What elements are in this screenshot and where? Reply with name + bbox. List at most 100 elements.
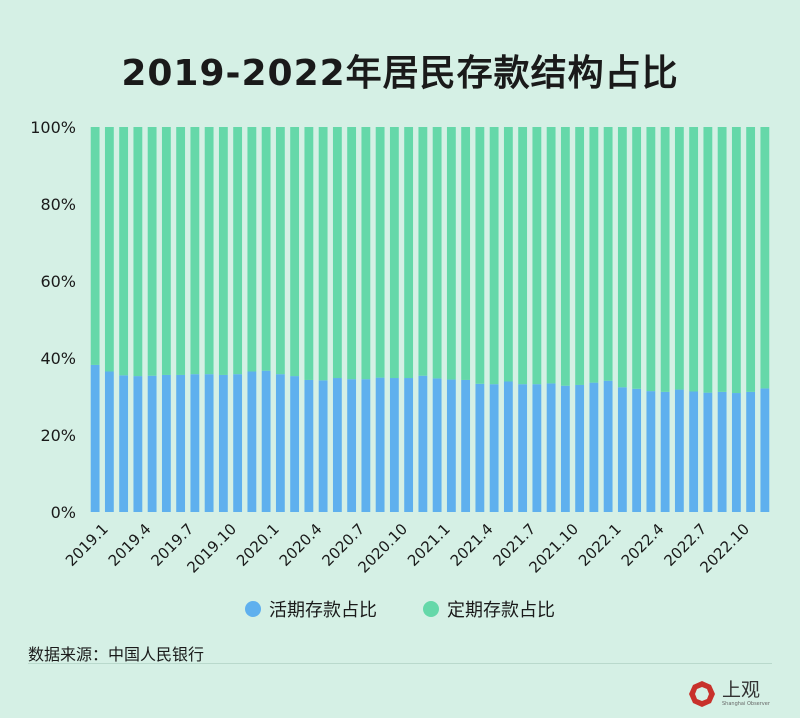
bar-time-2021.3 [461, 127, 471, 380]
bar-demand-2019.8 [190, 374, 200, 512]
bar-demand-2019.6 [161, 374, 171, 512]
bar-demand-2022.12 [760, 388, 770, 512]
bar-time-2020.11 [404, 127, 414, 379]
bar-time-2019.2 [104, 127, 114, 372]
bar-demand-2020.2 [275, 374, 285, 512]
legend-swatch-time [423, 601, 439, 617]
bar-demand-2021.4 [475, 383, 485, 512]
bar-time-2022.12 [760, 127, 770, 389]
bar-demand-2019.1 [90, 364, 100, 512]
bar-time-2020.5 [318, 127, 328, 381]
bar-time-2022.10 [731, 127, 741, 394]
bar-time-2019.1 [90, 127, 100, 365]
bar-time-2021.7 [518, 127, 528, 385]
bar-demand-2020.9 [375, 377, 385, 512]
x-tick-label: 2022.4 [618, 520, 668, 570]
chart-title: 2019-2022年居民存款结构占比 [121, 53, 679, 94]
x-tick-label: 2021.4 [447, 520, 497, 570]
x-tick-label: 2020.4 [276, 520, 326, 570]
bar-demand-2020.5 [318, 380, 328, 512]
x-axis: 2019.12019.42019.72019.102020.12020.4202… [62, 520, 753, 577]
bar-demand-2020.1 [261, 370, 271, 512]
bar-time-2020.10 [389, 127, 399, 379]
bar-demand-2019.10 [218, 374, 228, 512]
x-tick-label: 2022.1 [575, 520, 625, 570]
bar-demand-2020.3 [290, 376, 300, 512]
bar-time-2020.12 [418, 127, 428, 376]
bar-demand-2019.2 [104, 371, 114, 512]
bar-demand-2022.5 [660, 391, 670, 512]
logo-mark-icon [689, 681, 715, 707]
bar-time-2022.2 [617, 127, 627, 388]
bar-demand-2020.11 [404, 378, 414, 512]
bar-time-2019.7 [176, 127, 186, 375]
bar-demand-2020.10 [389, 378, 399, 512]
y-tick-label: 100% [30, 118, 76, 137]
bar-demand-2021.12 [589, 382, 599, 512]
bar-time-2022.5 [660, 127, 670, 392]
bar-time-2021.10 [560, 127, 570, 386]
y-tick-label: 80% [40, 195, 76, 214]
bar-demand-2022.3 [632, 388, 642, 512]
x-tick-label: 2019.4 [105, 520, 155, 570]
bar-time-2021.12 [589, 127, 599, 383]
bar-demand-2022.9 [717, 391, 727, 512]
bar-demand-2022.1 [603, 380, 613, 512]
bar-time-2019.8 [190, 127, 200, 375]
bar-time-2022.8 [703, 127, 713, 393]
bar-time-2022.4 [646, 127, 656, 392]
bar-demand-2019.4 [133, 376, 143, 512]
bar-demand-2020.12 [418, 375, 428, 512]
bar-time-2022.3 [632, 127, 642, 389]
bar-demand-2020.8 [361, 379, 371, 512]
bar-demand-2022.2 [617, 387, 627, 512]
bar-time-2020.8 [361, 127, 371, 380]
bar-demand-2022.11 [746, 391, 756, 512]
logo-subtext: Shanghai Observer [722, 701, 770, 707]
bar-demand-2020.7 [347, 379, 357, 512]
bar-demand-2021.2 [446, 379, 456, 512]
bar-demand-2021.5 [489, 384, 499, 512]
logo-text: 上观 [722, 679, 761, 701]
x-tick-label: 2019.1 [62, 520, 112, 570]
bar-time-2020.7 [347, 127, 357, 380]
bar-demand-2020.4 [304, 379, 314, 512]
legend-label-demand: 活期存款占比 [269, 600, 377, 621]
bar-time-2020.3 [290, 127, 300, 377]
bar-demand-2019.3 [119, 375, 129, 512]
legend-item-demand[interactable]: 活期存款占比 [245, 596, 377, 622]
bar-time-2021.9 [546, 127, 556, 384]
brand-logo: 上观 Shanghai Observer [688, 680, 770, 708]
legend-swatch-demand [245, 601, 261, 617]
bar-time-2022.9 [717, 127, 727, 392]
bar-demand-2021.3 [461, 379, 471, 512]
bar-demand-2021.9 [546, 383, 556, 512]
bar-demand-2022.4 [646, 391, 656, 512]
bar-demand-2021.10 [560, 385, 570, 512]
legend-item-time[interactable]: 定期存款占比 [423, 596, 555, 622]
x-tick-label: 2021.1 [404, 520, 454, 570]
bar-time-2019.6 [161, 127, 171, 375]
bar-demand-2019.5 [147, 375, 157, 512]
bar-time-2019.5 [147, 127, 157, 376]
bar-time-2021.1 [432, 127, 442, 379]
bar-group [90, 127, 770, 512]
y-tick-label: 40% [40, 349, 76, 368]
bar-time-2022.6 [674, 127, 684, 390]
bar-demand-2021.6 [503, 381, 513, 512]
bar-demand-2022.7 [689, 391, 699, 512]
bar-demand-2019.9 [204, 374, 214, 512]
bar-time-2022.1 [603, 127, 613, 381]
legend-label-time: 定期存款占比 [447, 600, 555, 621]
bar-demand-2019.11 [233, 374, 243, 512]
bar-time-2021.6 [503, 127, 513, 382]
bar-time-2020.6 [332, 127, 342, 379]
legend: 活期存款占比 定期存款占比 [0, 596, 800, 622]
bar-time-2021.2 [446, 127, 456, 380]
bar-time-2019.12 [247, 127, 257, 372]
bar-demand-2021.7 [518, 384, 528, 512]
bar-time-2019.4 [133, 127, 143, 377]
y-tick-label: 0% [51, 503, 76, 522]
y-tick-label: 20% [40, 426, 76, 445]
bar-time-2019.3 [119, 127, 129, 376]
